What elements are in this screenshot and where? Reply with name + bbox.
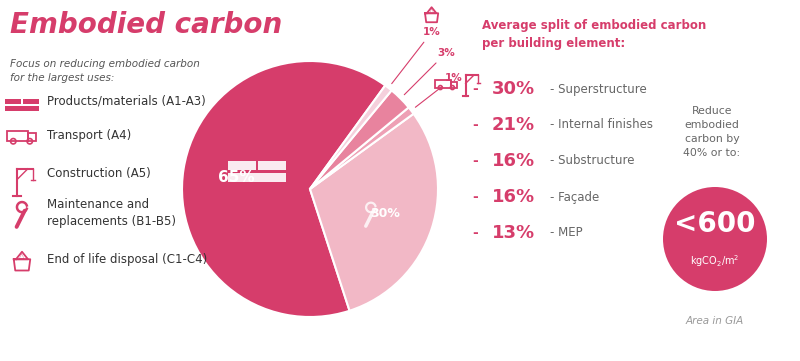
Wedge shape [310, 90, 409, 189]
Text: - Internal finishes: - Internal finishes [550, 118, 653, 131]
Text: -: - [472, 190, 478, 204]
Text: Embodied carbon: Embodied carbon [10, 11, 282, 39]
FancyBboxPatch shape [5, 106, 39, 111]
Text: Products/materials (A1-A3): Products/materials (A1-A3) [47, 95, 206, 108]
Text: <600: <600 [674, 210, 756, 238]
Wedge shape [182, 61, 386, 317]
Text: Maintenance and
replacements (B1-B5): Maintenance and replacements (B1-B5) [47, 198, 176, 228]
Text: - Substructure: - Substructure [550, 155, 634, 168]
Text: 3%: 3% [404, 48, 454, 95]
Text: Construction (A5): Construction (A5) [47, 166, 150, 179]
Text: - Superstructure: - Superstructure [550, 83, 646, 96]
Text: 1%: 1% [415, 73, 462, 107]
Wedge shape [310, 108, 414, 189]
FancyBboxPatch shape [22, 99, 39, 104]
Text: -: - [472, 226, 478, 240]
Text: 16%: 16% [492, 152, 535, 170]
FancyBboxPatch shape [228, 173, 286, 182]
Text: 1%: 1% [392, 27, 441, 84]
Text: - MEP: - MEP [550, 226, 582, 239]
Text: Transport (A4): Transport (A4) [47, 130, 131, 143]
Text: End of life disposal (C1-C4): End of life disposal (C1-C4) [47, 252, 207, 265]
Wedge shape [310, 114, 438, 311]
Text: Focus on reducing embodied carbon
for the largest uses:: Focus on reducing embodied carbon for th… [10, 59, 200, 83]
FancyBboxPatch shape [258, 161, 286, 170]
Circle shape [663, 187, 767, 291]
Text: 13%: 13% [492, 224, 535, 242]
FancyBboxPatch shape [228, 161, 256, 170]
Text: -: - [472, 82, 478, 96]
Text: 30%: 30% [492, 80, 535, 98]
Text: -: - [472, 118, 478, 132]
Text: 21%: 21% [492, 116, 535, 134]
Text: △: △ [19, 253, 25, 259]
Text: △: △ [429, 8, 434, 14]
Text: 30%: 30% [370, 207, 401, 220]
Text: Area in GIA: Area in GIA [686, 316, 744, 326]
Text: -: - [472, 154, 478, 168]
Text: - Façade: - Façade [550, 191, 599, 204]
Text: 16%: 16% [492, 188, 535, 206]
Wedge shape [310, 86, 391, 189]
Text: Average split of embodied carbon
per building element:: Average split of embodied carbon per bui… [482, 19, 706, 49]
FancyBboxPatch shape [5, 99, 22, 104]
Text: 65%: 65% [218, 170, 255, 185]
Text: Reduce
embodied
carbon by
40% or to:: Reduce embodied carbon by 40% or to: [683, 106, 741, 158]
Text: kgCO$_2$/m$^2$: kgCO$_2$/m$^2$ [690, 253, 740, 269]
